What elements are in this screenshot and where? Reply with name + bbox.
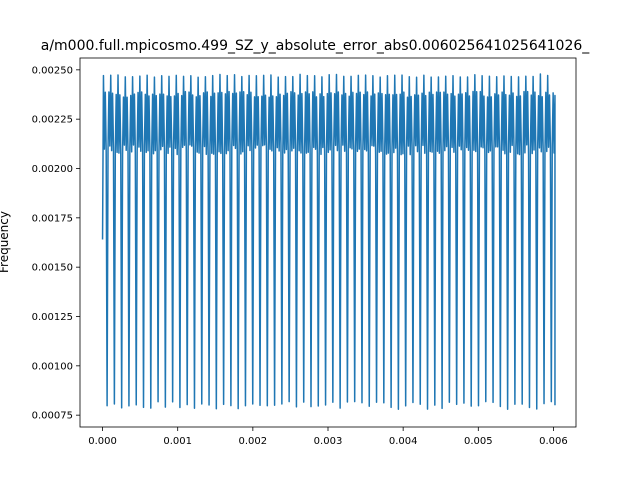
chart-title: a/m000.full.mpicosmo.499_SZ_y_absolute_e… — [41, 38, 591, 54]
y-axis-ticks: 0.00075 0.00100 0.00125 0.00150 0.00175 0.002… — [32, 65, 80, 422]
y-tick-label: 0.00175 — [32, 213, 73, 224]
y-tick-label: 0.00100 — [32, 361, 73, 372]
plot-frame — [79, 57, 577, 428]
y-tick-label: 0.00225 — [32, 115, 73, 126]
x-tick-label: 0.003 — [314, 436, 343, 447]
x-tick-label: 0.004 — [389, 436, 418, 447]
x-tick-label: 0.002 — [239, 436, 268, 447]
x-tick-label: 0.000 — [88, 436, 117, 447]
y-tick-label: 0.00200 — [32, 164, 73, 175]
y-tick-label: 0.00075 — [32, 411, 73, 422]
y-tick-label: 0.00125 — [32, 312, 73, 323]
x-tick-label: 0.005 — [464, 436, 493, 447]
y-tick-label: 0.00150 — [32, 263, 73, 274]
x-axis-ticks: 0.000 0.001 0.002 0.003 0.004 0.005 0.006 — [88, 427, 568, 447]
x-tick-label: 0.006 — [539, 436, 568, 447]
y-tick-label: 0.00250 — [32, 65, 73, 76]
x-tick-label: 0.001 — [163, 436, 192, 447]
series-line — [101, 73, 556, 410]
y-axis-label: Frequency — [0, 211, 11, 273]
series-group — [101, 73, 556, 410]
